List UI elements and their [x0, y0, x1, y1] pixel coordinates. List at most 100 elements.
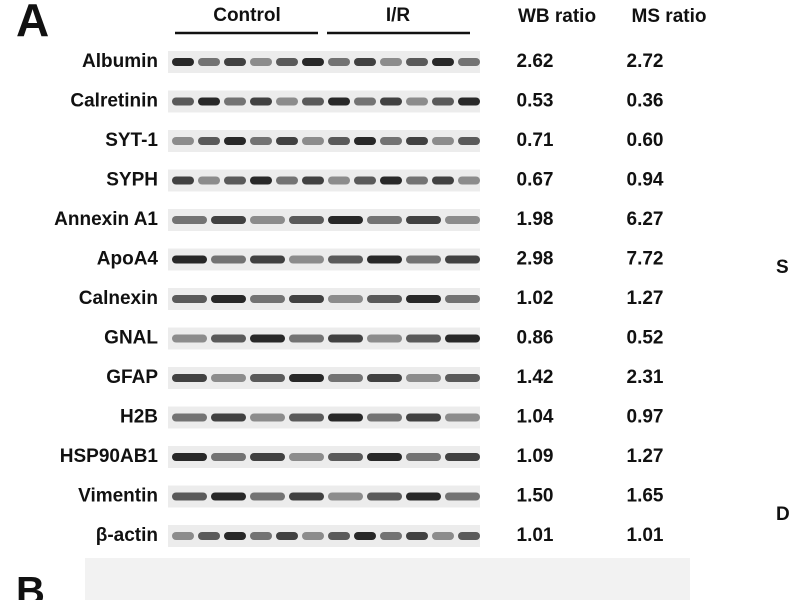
band: [328, 255, 363, 264]
band: [250, 532, 272, 540]
band: [172, 58, 194, 66]
band: [250, 216, 285, 224]
band: [406, 255, 441, 264]
band: [198, 532, 220, 540]
band: [354, 137, 376, 145]
band: [354, 532, 376, 540]
band: [445, 216, 480, 224]
band: [224, 58, 246, 66]
ms-ratio: 0.36: [627, 91, 664, 112]
band: [172, 255, 207, 264]
band: [458, 176, 480, 185]
band: [458, 58, 480, 66]
band: [445, 413, 480, 422]
band: [328, 453, 363, 461]
protein-name: Vimentin: [78, 486, 158, 507]
band: [380, 58, 402, 66]
band: [445, 334, 480, 343]
protein-name: SYT-1: [105, 130, 158, 151]
band: [380, 532, 402, 540]
band: [367, 295, 402, 303]
band: [172, 374, 207, 382]
band: [172, 492, 207, 501]
ms-ratio: 2.31: [627, 367, 664, 388]
panel-b-image: [85, 558, 690, 600]
band: [367, 453, 402, 461]
band: [250, 295, 285, 303]
band: [432, 176, 454, 185]
wb-ratio: 1.98: [517, 209, 554, 230]
band: [406, 97, 428, 106]
ms-ratio: 7.72: [627, 249, 664, 270]
protein-name: HSP90AB1: [60, 446, 159, 467]
band: [328, 176, 350, 185]
band: [406, 176, 428, 185]
wb-ratio: 1.50: [517, 486, 554, 507]
band: [250, 137, 272, 145]
band: [198, 176, 220, 185]
band: [224, 137, 246, 145]
band: [406, 58, 428, 66]
wb-ratio: 1.04: [517, 407, 554, 428]
protein-name: SYPH: [106, 170, 158, 191]
band: [250, 453, 285, 461]
wb-ratio: 1.02: [517, 288, 554, 309]
band: [367, 255, 402, 264]
band: [289, 492, 324, 501]
band: [276, 532, 298, 540]
band: [458, 532, 480, 540]
band: [328, 216, 363, 224]
ms-ratio: 1.01: [627, 525, 664, 546]
band: [198, 97, 220, 106]
band: [211, 255, 246, 264]
band: [250, 255, 285, 264]
band: [367, 216, 402, 224]
band: [289, 295, 324, 303]
edge-letter: S: [776, 257, 789, 278]
band: [458, 97, 480, 106]
band: [367, 413, 402, 422]
band: [354, 97, 376, 106]
band: [302, 137, 324, 145]
band: [289, 453, 324, 461]
band: [276, 176, 298, 185]
band: [211, 413, 246, 422]
band: [224, 97, 246, 106]
band: [432, 58, 454, 66]
band: [406, 137, 428, 145]
band: [172, 137, 194, 145]
band: [289, 216, 324, 224]
band: [250, 176, 272, 185]
band: [328, 532, 350, 540]
column-header: MS ratio: [632, 6, 707, 27]
protein-name: Annexin A1: [54, 209, 158, 230]
band: [328, 58, 350, 66]
band: [276, 97, 298, 106]
band: [276, 137, 298, 145]
protein-name: β-actin: [96, 525, 158, 546]
panel-label: A: [16, 0, 49, 46]
edge-letter: D: [776, 504, 790, 525]
band: [276, 58, 298, 66]
ms-ratio: 0.97: [627, 407, 664, 428]
band: [367, 492, 402, 501]
band: [354, 176, 376, 185]
band: [289, 374, 324, 382]
ms-ratio: 1.65: [627, 486, 664, 507]
band: [445, 492, 480, 501]
band: [445, 453, 480, 461]
band: [380, 176, 402, 185]
group-label: I/R: [386, 5, 411, 26]
band: [250, 97, 272, 106]
band: [432, 137, 454, 145]
band: [328, 97, 350, 106]
band: [172, 216, 207, 224]
wb-ratio: 0.86: [517, 328, 554, 349]
band: [172, 295, 207, 303]
band: [211, 334, 246, 343]
band: [224, 532, 246, 540]
panel-label: B: [16, 570, 45, 600]
column-header: WB ratio: [518, 6, 596, 27]
band: [172, 453, 207, 461]
